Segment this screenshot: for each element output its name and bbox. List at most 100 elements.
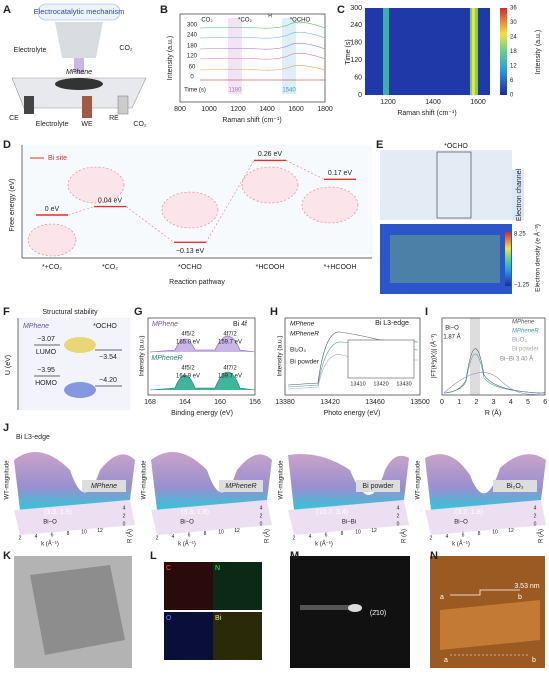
time-label: 60 (189, 65, 196, 71)
y-axis-label: Intensity (a.u.) (277, 335, 284, 376)
label: LUMO (36, 349, 57, 356)
x-axis-label: Binding energy (eV) (171, 410, 233, 417)
y-axis-label: Intensity (a.u.) (167, 36, 174, 80)
x-tick-label: 6 (543, 399, 547, 406)
label: a (444, 657, 448, 664)
time-label: 0 (190, 75, 194, 81)
x-tick-label: 164 (179, 399, 191, 406)
x-tick-label: 3 (492, 399, 496, 406)
species-label: *OCHO (290, 18, 311, 24)
label: b (532, 657, 536, 664)
x-tick-label: 168 (144, 399, 156, 406)
legend-label: Bi₂O₃ (512, 338, 527, 344)
sample-label: MPheneR (290, 331, 319, 338)
k-tick: 12 (97, 528, 103, 534)
panel-title: Structural stability (42, 309, 98, 316)
peak-label: (10.7, 3.4) (316, 509, 348, 516)
sample-label: Bi₂O₃ (506, 483, 523, 490)
label: 1.87 Å (443, 334, 460, 341)
peak-label: (3.3, 1.9) (44, 509, 72, 516)
label: Bi−Bi 3.40 Å (500, 356, 533, 363)
label: 164.9 eV (176, 374, 200, 380)
sample-label: Bi₂O₃ (290, 347, 306, 354)
x-tick-label: 13420 (320, 399, 340, 406)
panel-label: D (3, 139, 11, 151)
k-tick: 12 (234, 528, 240, 534)
z-axis-label: WT-magnitude (416, 460, 422, 500)
colorbar-tick: 30 (510, 20, 517, 26)
r-tick: 2 (260, 513, 263, 519)
label: R (Å) (538, 529, 545, 543)
time-title: Time (s) (184, 88, 206, 94)
spot-label: (2̄10) (370, 610, 386, 617)
raman-spectra (179, 13, 326, 103)
k-tick: 6 (51, 532, 54, 538)
k-tick: 10 (218, 529, 224, 535)
label: 159.7 eV (218, 374, 242, 380)
label: R (Å) (127, 529, 134, 543)
x-tick-label: 1200 (380, 99, 396, 106)
panel-label: N (430, 550, 438, 562)
k-tick: 10 (355, 529, 361, 535)
height-label: 3.53 nm (514, 583, 539, 590)
colorbar-tick: 8.25 (514, 232, 526, 238)
raman-heatmap (365, 8, 507, 95)
x-tick-label: 1800 (317, 106, 333, 113)
label: CE (9, 115, 19, 122)
map-label: C (166, 565, 171, 572)
bond-label: Bi−O (43, 520, 57, 526)
inset-tick: 13430 (396, 381, 411, 387)
y-tick-label: 0 (358, 92, 362, 99)
z-axis-label: WT-magnitude (142, 460, 148, 500)
y-axis-label: Time (s) (345, 39, 352, 64)
y-axis-label: Intensity (a.u.) (139, 335, 146, 376)
name-box (493, 480, 537, 492)
panel-label: A (3, 4, 11, 16)
time-label: 300 (187, 23, 198, 29)
peak-label: (3.2, 1.8) (455, 509, 483, 516)
time-label: 120 (187, 54, 198, 60)
label: Bi L3-edge (16, 434, 50, 441)
x-tick-label: 1600 (288, 106, 304, 113)
x-tick-label: 1 (457, 399, 461, 406)
x-tick-label: 5 (526, 399, 530, 406)
xps-spectra (147, 317, 256, 396)
x-tick-label: *+CO₂ (42, 264, 62, 271)
name-box (82, 480, 126, 492)
k-tick: 6 (462, 532, 465, 538)
name-box (219, 480, 263, 492)
r-tick: 2 (534, 513, 537, 519)
sample-label: MPhene (152, 321, 178, 328)
sample-label: MPhene (66, 69, 92, 76)
panel-title: Electrocatalytic mechanism (34, 7, 125, 16)
y-tick-label: 180 (350, 40, 362, 47)
exafs-spectra (441, 317, 546, 396)
connector (67, 206, 95, 216)
label: b (518, 594, 522, 601)
label: a (440, 594, 444, 601)
xanes-spectra (284, 317, 421, 396)
sample-label: MPhene (91, 483, 117, 490)
z-axis-label: WT-magnitude (5, 460, 11, 500)
species-label: CO₂ (201, 18, 213, 24)
species-label: H (268, 13, 272, 19)
panel-label: J (3, 422, 9, 434)
x-tick-label: 1600 (470, 99, 486, 106)
k-tick: 2 (430, 535, 433, 541)
panel-label: L (150, 550, 157, 562)
colorbar-tick: 12 (510, 64, 517, 70)
k-tick: 8 (341, 531, 344, 537)
k-tick: 4 (446, 534, 449, 540)
colorbar-label: Electron density (e Å⁻³) (533, 224, 542, 292)
colorbar-tick: 24 (510, 35, 517, 41)
k-tick: 4 (309, 534, 312, 540)
panel-label: M (290, 550, 299, 562)
label: −4.20 (99, 377, 117, 384)
adsorbate-label: *OCHO (93, 323, 117, 330)
label: 4f7/2 (223, 366, 237, 372)
bond-label: Bi−O (180, 520, 194, 526)
k-tick: 2 (156, 535, 159, 541)
sample-label: MPheneR (225, 483, 256, 490)
panel-label: E (376, 139, 383, 151)
